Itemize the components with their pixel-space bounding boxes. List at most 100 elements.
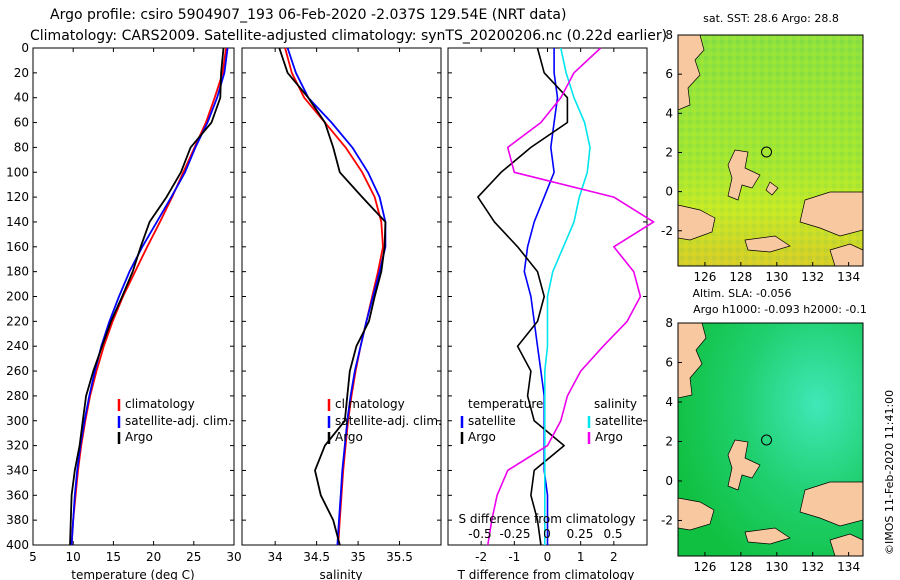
- sst-map-frame: [677, 34, 864, 267]
- depth-tick-label: 120: [6, 190, 29, 204]
- x-tick-label: 20: [146, 550, 161, 564]
- difference-legend: temperature satellite Argo salinity sate…: [460, 397, 643, 444]
- depth-tick-label: 20: [14, 66, 29, 80]
- s-diff-tick: 0: [543, 527, 551, 541]
- depth-tick-label: 60: [14, 116, 29, 130]
- land-mass-new-guinea: [799, 481, 864, 527]
- map-lat-label: 2: [665, 434, 673, 448]
- x-tick-label: -1: [508, 550, 520, 564]
- legend-salinity-title: salinity: [594, 397, 637, 411]
- land-mass-seram: [744, 527, 791, 545]
- title-line-1: Argo profile: csiro 5904907_193 06-Feb-2…: [50, 7, 566, 23]
- s-diff-tick: -0.5: [468, 527, 491, 541]
- s-diff-tick: 0.25: [567, 527, 594, 541]
- land-island: [765, 181, 779, 196]
- map-lat-label: 4: [665, 395, 673, 409]
- land-mass-northwest: [677, 322, 707, 399]
- x-tick-label: 30: [226, 550, 241, 564]
- temperature-xlabel: temperature (deg C): [71, 568, 194, 580]
- map-lon-label: 128: [729, 560, 752, 574]
- legend-s-satellite-label: satellite: [595, 414, 643, 428]
- argo-height-title: Argo h1000: -0.093 h2000: -0.1: [693, 303, 867, 316]
- legend-climatology-label: climatology: [335, 397, 405, 411]
- depth-tick-label: 40: [14, 91, 29, 105]
- map-lon-label: 134: [837, 560, 860, 574]
- series-line-argo: [69, 47, 225, 546]
- map-lat-label: 8: [665, 316, 673, 330]
- salinity-xlabel: salinity: [319, 568, 362, 580]
- legend-t-satellite-label: satellite: [468, 414, 516, 428]
- s-diff-tick: -0.25: [499, 527, 530, 541]
- salinity-panel: 34 34.5 35 35.5 salinity climatology satell…: [241, 47, 442, 580]
- depth-tick-label: 140: [6, 215, 29, 229]
- map-lat-label: 0: [665, 185, 673, 199]
- temperature-lines: [69, 47, 229, 546]
- x-tick-label: 0: [544, 550, 552, 564]
- x-tick-label: 34.5: [303, 550, 330, 564]
- temperature-x-axis: 5 10 15 20 25 30: [29, 48, 242, 564]
- legend-satellite-label: satellite-adj. clim.: [125, 414, 232, 428]
- float-position-marker: [761, 434, 773, 446]
- depth-tick-label: 400: [6, 538, 29, 552]
- s-difference-ticks: -0.5 -0.25 0 0.25 0.5: [468, 527, 622, 541]
- difference-y-ticks: [448, 47, 647, 546]
- x-tick-label: -2: [475, 550, 487, 564]
- salinity-y-ticks: [242, 47, 441, 546]
- t-difference-x-axis: -2 -1 0 1 2: [475, 48, 618, 564]
- salinity-lines: [278, 47, 387, 546]
- sst-map-title: sat. SST: 28.6 Argo: 28.8: [703, 12, 839, 25]
- title-line-2: Climatology: CARS2009. Satellite-adjuste…: [30, 28, 667, 44]
- x-tick-label: 2: [610, 550, 618, 564]
- map-lat-label: 4: [665, 106, 673, 120]
- x-tick-label: 35: [350, 550, 365, 564]
- salinity-axes-box: [241, 47, 442, 546]
- salinity-legend: climatology satellite-adj. clim. Argo: [327, 397, 442, 444]
- depth-tick-label: 260: [6, 364, 29, 378]
- series-line-argo: [278, 47, 387, 546]
- land-mass-halmahera: [727, 439, 761, 491]
- depth-tick-label: 80: [14, 140, 29, 154]
- map-lat-label: 2: [665, 145, 673, 159]
- s-diff-tick: 0.5: [603, 527, 622, 541]
- legend-climatology-label: climatology: [125, 397, 195, 411]
- t-difference-xlabel: T difference from climatology: [457, 568, 635, 580]
- depth-tick-label: 360: [6, 488, 29, 502]
- depth-tick-label: 200: [6, 290, 29, 304]
- temperature-axes-box: [32, 47, 235, 546]
- depth-tick-label: 180: [6, 265, 29, 279]
- sla-map-panel: 126 128 130 132 134 -2 0 2 4 6 8: [661, 316, 864, 574]
- land-mass-new-guinea: [799, 191, 864, 237]
- land-mass-seram: [744, 235, 791, 253]
- temperature-legend: climatology satellite-adj. clim. Argo: [117, 397, 232, 444]
- difference-panel: -2 -1 0 1 2 T difference from climatology te…: [447, 47, 655, 580]
- depth-tick-label: 0: [21, 41, 29, 55]
- depth-tick-label: 100: [6, 165, 29, 179]
- imos-credit: ©IMOS 11-Feb-2020 11:41:00: [883, 390, 896, 555]
- float-position-marker: [761, 146, 773, 158]
- sla-title: Altim. SLA: -0.056: [692, 287, 791, 300]
- x-tick-label: 15: [106, 550, 121, 564]
- sst-map-ticks: 126 128 130 132 134 -2 0 2 4 6 8: [661, 28, 860, 284]
- x-tick-label: 1: [577, 550, 585, 564]
- sst-map-panel: sat. SST: 28.6 Argo: 28.8 126 128 130 132 13…: [661, 12, 867, 316]
- land-mass-halmahera: [727, 149, 761, 201]
- depth-tick-label: 280: [6, 389, 29, 403]
- map-lon-label: 128: [729, 270, 752, 284]
- s-difference-title: S difference from climatology: [459, 512, 636, 526]
- depth-tick-label: 220: [6, 314, 29, 328]
- x-tick-label: 34: [268, 550, 283, 564]
- map-lon-label: 126: [693, 560, 716, 574]
- depth-tick-label: 240: [6, 339, 29, 353]
- x-tick-label: 5: [29, 550, 37, 564]
- legend-satellite-label: satellite-adj. clim.: [335, 414, 442, 428]
- map-lon-label: 134: [837, 270, 860, 284]
- legend-argo-label: Argo: [125, 430, 153, 444]
- difference-lines: [477, 47, 655, 546]
- series-line-salinity-satellite: [543, 47, 591, 545]
- salinity-x-axis: 34 34.5 35 35.5: [268, 48, 413, 564]
- map-lat-label: 6: [665, 67, 673, 81]
- sla-map-ticks: 126 128 130 132 134 -2 0 2 4 6 8: [661, 316, 860, 574]
- legend-t-argo-label: Argo: [468, 430, 496, 444]
- map-lat-label: 6: [665, 355, 673, 369]
